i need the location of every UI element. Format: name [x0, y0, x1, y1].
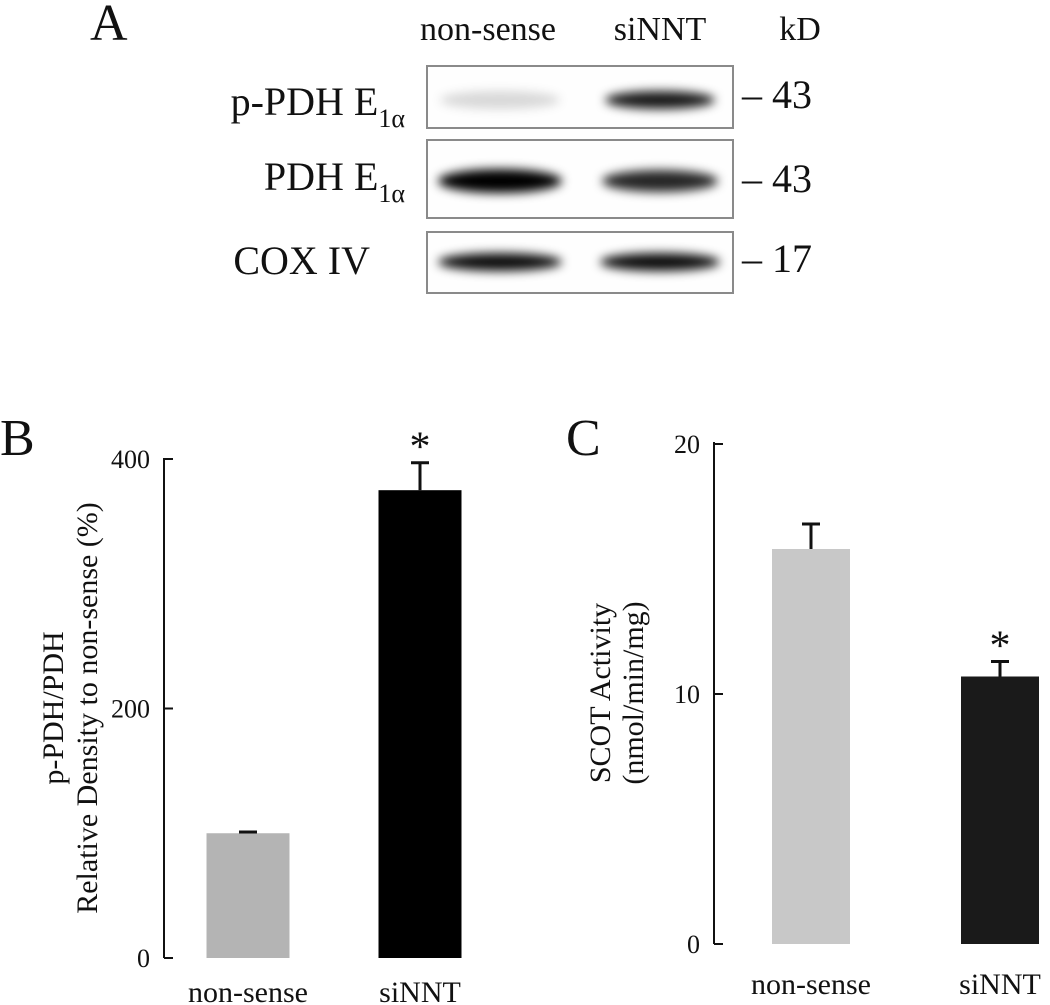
kd-marker: – 43	[741, 72, 812, 117]
y-tick-label: 20	[674, 430, 700, 459]
kd-header: kD	[779, 11, 821, 48]
blot-label-subscript: 1α	[378, 104, 405, 133]
y-tick-label: 400	[111, 445, 150, 474]
y-axis-title-line1: p-PDH/PDH	[37, 631, 70, 784]
y-axis-title-line2: Relative Density to non-sense (%)	[71, 502, 104, 914]
blot-band	[440, 91, 560, 109]
bar	[961, 676, 1039, 944]
bar	[206, 833, 290, 958]
blot-row: p-PDH E1α – 43	[231, 65, 812, 133]
category-label: siNNT	[379, 976, 461, 1005]
kd-marker: – 43	[741, 156, 812, 201]
blot-band	[438, 169, 562, 193]
y-axis-title-line1: SCOT Activity	[584, 603, 617, 783]
significance-marker: *	[410, 425, 431, 471]
y-tick-label: 10	[674, 680, 700, 709]
kd-marker: – 17	[741, 236, 812, 281]
bar	[378, 490, 462, 958]
panel-a: A non-sense siNNT kD p-PDH E1α – 43 PDH …	[90, 0, 821, 294]
bar	[772, 549, 850, 944]
lane-label-sinnt: siNNT	[614, 11, 707, 48]
blot-band	[600, 253, 720, 271]
blot-label: PDH E1α	[264, 154, 405, 208]
significance-marker: *	[990, 624, 1011, 670]
category-label: siNNT	[959, 968, 1041, 1001]
y-tick-label: 0	[687, 930, 700, 959]
lane-label-nonsense: non-sense	[420, 11, 556, 48]
panel-c-letter: C	[566, 410, 601, 467]
y-axis-title-line2: (nmol/min/mg)	[617, 601, 650, 784]
panel-a-letter: A	[90, 0, 128, 52]
category-label: non-sense	[751, 968, 871, 1001]
panel-b-letter: B	[0, 410, 35, 467]
category-label: non-sense	[188, 976, 308, 1005]
blot-band	[438, 253, 562, 271]
blot-label: p-PDH E1α	[231, 79, 406, 133]
blot-band	[605, 91, 715, 109]
panel-c: C 0 10 20 non-sense * siNNT SCOT Activity (n…	[566, 410, 1041, 1001]
blot-label: COX IV	[233, 238, 370, 283]
y-tick-label: 200	[111, 695, 150, 724]
y-tick-label: 0	[137, 944, 150, 973]
blot-row: PDH E1α – 43	[264, 139, 812, 219]
blot-label-subscript: 1α	[378, 179, 405, 208]
blot-band	[602, 170, 718, 192]
panel-b: B 0 200 400 non-sense * siNNT p-PDH/PDH Rela…	[0, 410, 462, 1005]
blot-row: COX IV – 17	[233, 231, 812, 294]
